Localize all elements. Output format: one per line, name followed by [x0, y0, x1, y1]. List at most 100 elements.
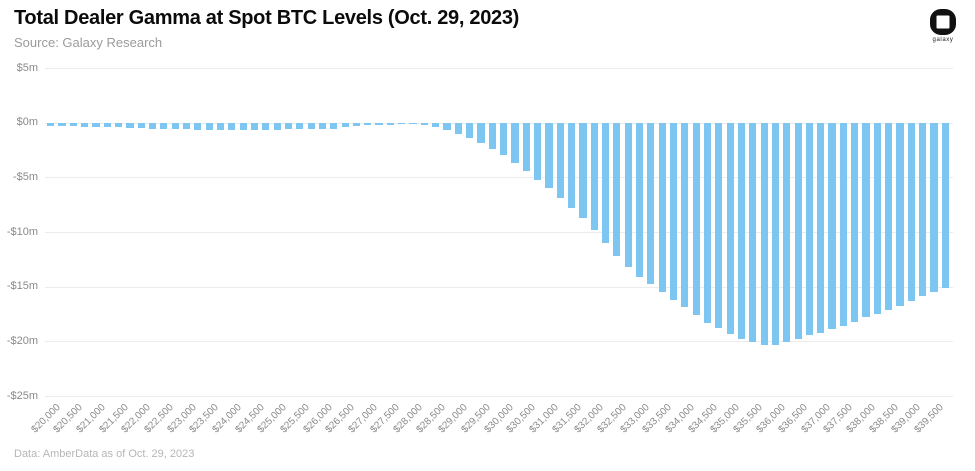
gamma-bar: [703, 122, 712, 323]
chart-title: Total Dealer Gamma at Spot BTC Levels (O…: [14, 7, 520, 29]
gamma-bar: [885, 122, 893, 310]
gamma-bar: [420, 122, 428, 125]
gamma-bar: [103, 122, 111, 128]
gamma-bar: [930, 122, 938, 293]
y-axis-tick-label: -$20m: [6, 334, 38, 347]
gamma-bar: [386, 122, 394, 125]
gamma-bar: [137, 122, 145, 129]
gamma-bar: [658, 122, 666, 293]
gamma-bar: [58, 122, 66, 127]
gamma-bar: [182, 122, 191, 130]
gamma-bar: [205, 122, 213, 130]
galaxy-logo-square: [936, 15, 950, 29]
gamma-bar: [839, 122, 847, 327]
gamma-bar: [318, 122, 327, 130]
y-gridline: [45, 341, 953, 343]
gamma-bar: [500, 122, 508, 156]
gamma-bar: [726, 122, 734, 334]
gamma-bar: [805, 122, 814, 335]
gamma-bar: [92, 122, 100, 127]
gamma-bar: [126, 122, 134, 128]
gamma-bar: [296, 122, 304, 130]
gamma-bar: [613, 122, 621, 257]
gamma-bar: [47, 122, 55, 126]
gamma-bar: [624, 122, 632, 267]
chart-source: Source: Galaxy Research: [14, 35, 163, 50]
gamma-bar: [262, 122, 270, 130]
gamma-bar: [749, 122, 757, 343]
gamma-bar: [273, 122, 281, 130]
y-gridline: [45, 232, 953, 233]
gamma-bar: [737, 122, 746, 340]
gamma-bar: [534, 122, 542, 180]
y-axis-tick-label: $0m: [16, 116, 38, 129]
gamma-bar: [239, 122, 247, 131]
gamma-bar: [171, 122, 179, 130]
gamma-bar: [873, 122, 881, 314]
y-axis-tick-label: -$25m: [6, 389, 38, 402]
gamma-bar: [81, 122, 89, 127]
y-axis-tick-label: -$10m: [6, 225, 38, 238]
gamma-bar: [692, 122, 700, 316]
y-gridline: [45, 68, 953, 69]
gamma-bar: [522, 122, 530, 171]
gamma-bar: [647, 122, 655, 285]
gamma-bar: [284, 122, 293, 130]
y-gridline: [45, 286, 953, 288]
y-gridline: [45, 122, 953, 124]
gamma-bar: [907, 122, 915, 301]
gamma-bar: [454, 122, 462, 134]
gamma-bar: [488, 122, 496, 149]
gamma-bar: [330, 122, 338, 129]
gamma-bar: [794, 122, 802, 340]
gamma-bar: [228, 122, 236, 131]
gamma-bar: [568, 122, 576, 208]
gamma-bar: [681, 122, 689, 308]
gamma-bar: [69, 122, 77, 127]
gamma-bar: [556, 122, 564, 199]
gamma-bar: [941, 122, 949, 288]
gamma-bar: [443, 122, 451, 131]
gamma-bar: [635, 122, 644, 277]
gamma-bar: [160, 122, 168, 129]
gamma-bar: [783, 122, 791, 343]
y-axis-tick-label: $5m: [16, 61, 38, 74]
y-axis-tick-label: -$15m: [6, 280, 38, 293]
gamma-bar: [194, 122, 202, 130]
gamma-bar: [250, 122, 259, 130]
galaxy-logo: galaxy: [921, 9, 965, 43]
gamma-bar: [896, 122, 904, 307]
gamma-bar: [398, 122, 406, 125]
gamma-bar: [760, 122, 768, 345]
gamma-bar: [432, 122, 440, 128]
gamma-bar: [466, 122, 474, 138]
gamma-bar: [511, 122, 519, 164]
galaxy-logo-icon: [930, 9, 956, 35]
gamma-bar: [364, 122, 372, 126]
gamma-bar: [828, 122, 836, 330]
gamma-bar: [919, 122, 927, 297]
gamma-bar: [590, 122, 598, 230]
gamma-bar: [579, 122, 587, 218]
y-gridline: [45, 177, 953, 179]
gamma-bar: [771, 122, 780, 345]
gamma-bar: [352, 122, 361, 126]
gamma-bar: [601, 122, 610, 243]
galaxy-logo-text: galaxy: [932, 37, 954, 43]
gamma-bar: [409, 122, 417, 124]
gamma-bar: [817, 122, 825, 333]
gamma-bar: [545, 122, 553, 189]
gamma-bar: [669, 122, 678, 300]
gamma-bar: [851, 122, 859, 322]
gamma-bar: [148, 122, 157, 129]
gamma-bar: [216, 122, 225, 130]
gamma-bar: [715, 122, 723, 329]
gamma-bar: [341, 122, 349, 128]
gamma-bar: [115, 122, 123, 128]
footer-note: Data: AmberData as of Oct. 29, 2023: [14, 448, 195, 460]
y-axis-tick-label: -$5m: [12, 170, 38, 183]
gamma-bar: [862, 122, 870, 318]
gamma-bar: [477, 122, 485, 144]
